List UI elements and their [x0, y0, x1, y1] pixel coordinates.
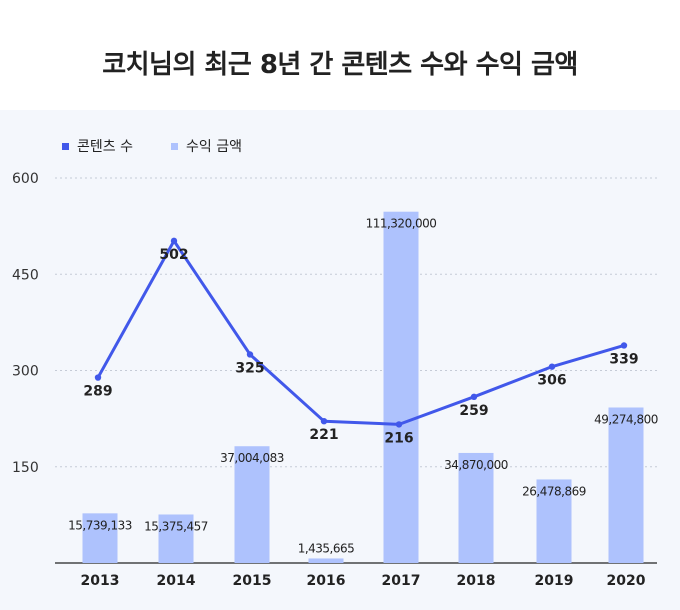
y-tick-label: 450 — [12, 267, 39, 283]
x-tick-label: 2013 — [81, 573, 120, 589]
line-value-label: 221 — [309, 427, 338, 443]
bar-value-label: 15,375,457 — [144, 519, 208, 533]
bar — [458, 452, 494, 563]
line-point — [470, 393, 478, 401]
bar-value-label: 26,478,869 — [522, 484, 586, 498]
series-line — [96, 239, 625, 426]
y-axis: 600 450 300 150 — [12, 171, 39, 476]
line-value-label: 339 — [609, 351, 638, 367]
bar — [308, 558, 344, 563]
bar-value-label: 34,870,000 — [444, 458, 508, 472]
bar-series — [82, 211, 644, 563]
legend-swatch-bar — [170, 142, 178, 150]
y-tick-label: 150 — [12, 460, 39, 476]
bar-value-label: 49,274,800 — [594, 413, 658, 427]
bar — [608, 407, 644, 563]
bar — [383, 211, 419, 563]
line-value-label: 216 — [384, 430, 413, 446]
x-tick-label: 2014 — [157, 573, 196, 589]
line-value-label: 502 — [159, 247, 188, 263]
legend-item-revenue: 수익 금액 — [170, 136, 242, 156]
x-tick-label: 2017 — [382, 573, 421, 589]
y-tick-label: 300 — [12, 364, 39, 380]
x-tick-label: 2018 — [457, 573, 496, 589]
line-value-label: 325 — [235, 360, 264, 376]
line-series — [94, 237, 628, 428]
grid — [55, 177, 657, 564]
x-tick-label: 2015 — [233, 573, 272, 589]
legend-label-revenue: 수익 금액 — [185, 139, 242, 155]
line-value-label: 306 — [537, 373, 566, 389]
chart-title: 코치님의 최근 8년 간 콘텐츠 수와 수익 금액 — [102, 50, 578, 80]
line-point — [246, 351, 254, 358]
line-point — [395, 421, 403, 428]
legend-label-contents: 콘텐츠 수 — [77, 139, 133, 155]
legend-swatch-line — [62, 142, 69, 150]
y-tick-label: 600 — [12, 171, 39, 187]
x-tick-label: 2016 — [307, 573, 346, 589]
line-point — [94, 374, 102, 381]
line-labels: 289 502 325 221 216 259 306 339 — [83, 247, 638, 447]
line-point — [170, 237, 178, 245]
bar — [158, 514, 194, 563]
x-tick-label: 2020 — [607, 573, 646, 589]
legend: 콘텐츠 수 수익 금액 — [62, 136, 280, 156]
line-point — [320, 417, 328, 425]
line-point — [620, 342, 628, 349]
header: 코치님의 최근 8년 간 콘텐츠 수와 수익 금액 — [0, 0, 680, 110]
legend-item-contents: 콘텐츠 수 — [62, 136, 133, 156]
x-tick-label: 2019 — [535, 573, 574, 589]
bar-labels: 15,739,133 15,375,457 37,004,083 1,435,665 1… — [68, 217, 658, 556]
bar-value-label: 15,739,133 — [68, 518, 132, 532]
line-value-label: 289 — [83, 384, 112, 400]
bar-value-label: 1,435,665 — [298, 541, 355, 555]
bar-value-label: 111,320,000 — [366, 217, 437, 231]
bar — [82, 513, 118, 563]
line-point — [548, 363, 556, 370]
bar — [536, 479, 572, 563]
line-value-label: 259 — [459, 403, 488, 419]
bar-value-label: 37,004,083 — [220, 451, 284, 465]
x-axis: 2013 2014 2015 2016 2017 2018 2019 2020 — [81, 573, 646, 589]
bar — [234, 446, 270, 563]
